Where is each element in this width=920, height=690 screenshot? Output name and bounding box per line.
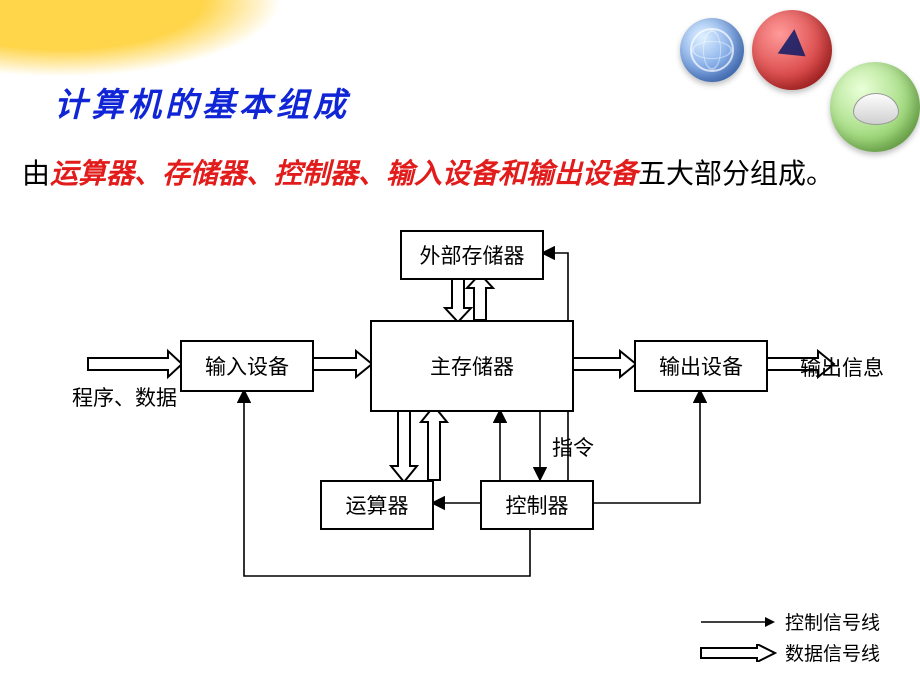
node-label: 控制器	[506, 490, 569, 520]
legend-control-label: 控制信号线	[785, 608, 880, 635]
edge-main-output	[570, 351, 636, 377]
slide: { "slide": { "title": "计算机的基本组成", "subti…	[0, 0, 920, 690]
node-output: 输出设备	[634, 340, 768, 392]
node-ext-storage: 外部存储器	[400, 230, 544, 280]
subtitle-components: 运算器、存储器、控制器、输入设备和输出设备	[50, 159, 638, 190]
node-label: 输出设备	[659, 351, 743, 381]
architecture-diagram: 外部存储器 输入设备 主存储器 输出设备 运算器 控制器 程序、数据 指令 输出…	[0, 220, 920, 640]
node-controller: 控制器	[480, 480, 594, 530]
legend-data: 数据信号线	[699, 639, 880, 666]
edge-ctrl-output	[590, 390, 700, 503]
node-label: 外部存储器	[420, 240, 525, 270]
edge-main-alu	[391, 406, 447, 482]
node-label: 输入设备	[205, 351, 289, 381]
label-output-info: 输出信息	[800, 352, 884, 382]
legend-data-label: 数据信号线	[785, 639, 880, 666]
node-label: 运算器	[346, 490, 409, 520]
diagram-legend: 控制信号线 数据信号线	[699, 604, 880, 666]
decor-mouse-icon	[830, 62, 920, 152]
decor-monitor-icon	[752, 10, 832, 90]
edge-input-main	[310, 351, 372, 377]
slide-subtitle: 由运算器、存储器、控制器、输入设备和输出设备五大部分组成。	[22, 152, 834, 192]
slide-title: 计算机的基本组成	[54, 78, 350, 126]
subtitle-prefix: 由	[22, 159, 50, 190]
label-instruction: 指令	[552, 432, 594, 462]
node-main-storage: 主存储器	[370, 320, 574, 412]
node-alu: 运算器	[320, 480, 434, 530]
decor-globe-icon	[680, 18, 744, 82]
diagram-edges	[0, 220, 920, 640]
node-input: 输入设备	[180, 340, 314, 392]
node-label: 主存储器	[430, 351, 514, 381]
legend-control-icon	[699, 615, 777, 629]
legend-data-icon	[699, 644, 777, 662]
edge-data-in	[88, 351, 182, 377]
edge-ext-main	[445, 274, 493, 322]
subtitle-suffix: 五大部分组成。	[638, 159, 834, 190]
legend-control: 控制信号线	[699, 608, 880, 635]
label-program-data: 程序、数据	[72, 382, 177, 412]
